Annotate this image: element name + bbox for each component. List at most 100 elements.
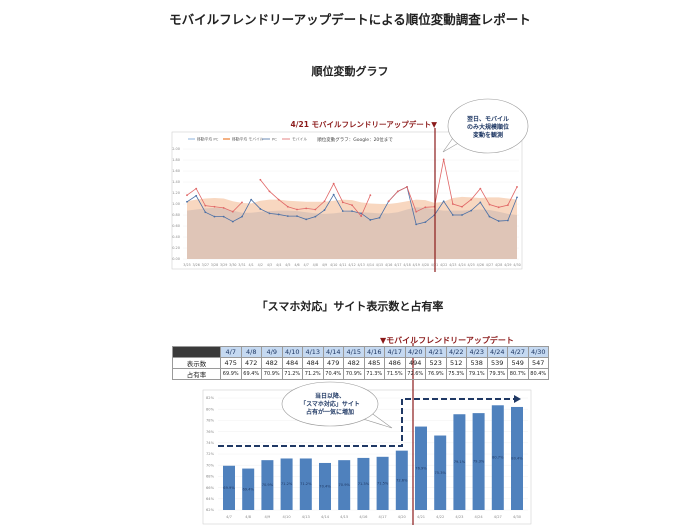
table-cell: 80.4% bbox=[527, 368, 549, 380]
x-tick-label: 4/25 bbox=[467, 263, 474, 267]
y-tick-label: 0.60 bbox=[172, 224, 180, 228]
x-tick-label: 3/29 bbox=[220, 263, 227, 267]
callout-tail-mask bbox=[455, 135, 465, 141]
point-pc bbox=[296, 215, 298, 218]
table-cell: 539 bbox=[486, 357, 508, 369]
point-pc bbox=[488, 215, 491, 218]
point-mobile bbox=[268, 190, 271, 193]
x-tick-label: 4/9 bbox=[265, 515, 271, 519]
table-header-date: 4/20 bbox=[404, 346, 426, 358]
table-cell: 70.9% bbox=[343, 368, 365, 380]
y-tick-label: 0.80 bbox=[172, 213, 180, 217]
y-tick-label: 1.80 bbox=[172, 158, 180, 162]
point-mobile bbox=[314, 208, 317, 211]
row-label: 表示数 bbox=[172, 357, 221, 369]
bar bbox=[261, 460, 274, 510]
x-tick-label: 4/13 bbox=[357, 263, 364, 267]
x-tick-label: 4/7 bbox=[226, 515, 232, 519]
x-tick-label: 4/24 bbox=[458, 263, 465, 267]
point-mobile bbox=[387, 200, 390, 203]
y-tick-label: 70% bbox=[206, 463, 215, 467]
y-tick-label: 72% bbox=[206, 452, 215, 456]
bar bbox=[472, 413, 485, 510]
table-cell: 71.2% bbox=[302, 368, 324, 380]
table-header-row: 4/7 4/8 4/9 4/10 4/13 4/14 4/15 4/16 4/17 4/20 4/2… bbox=[172, 346, 549, 358]
bar-data-label: 71.2% bbox=[281, 482, 293, 486]
table-header-date: 4/7 bbox=[220, 346, 242, 358]
x-tick-label: 4/21 bbox=[417, 515, 425, 519]
point-pc bbox=[424, 221, 427, 224]
table-cell: 70.9% bbox=[261, 368, 283, 380]
share-chart-bars: 69.9% 4/7 69.4% 4/8 70.9% 4/9 71.2% 4/10 71.2% 4/… bbox=[223, 405, 523, 519]
point-mobile bbox=[506, 204, 509, 207]
point-mobile bbox=[516, 186, 518, 188]
table-header-date: 4/10 bbox=[281, 346, 303, 358]
x-tick-label: 4/17 bbox=[379, 515, 387, 519]
share-callout: 当日以降、「スマホ対応」サイト占有が一気に増加 bbox=[281, 381, 393, 429]
point-mobile bbox=[204, 204, 207, 207]
point-mobile bbox=[332, 182, 335, 185]
table-header-date: 4/30 bbox=[527, 346, 549, 358]
point-pc bbox=[222, 215, 225, 218]
bar bbox=[223, 465, 235, 510]
point-pc bbox=[451, 214, 454, 216]
table-cell: 486 bbox=[384, 357, 406, 369]
section-title-smartphone-share: 「スマホ対応」サイト表示数と占有率 bbox=[256, 300, 444, 313]
x-tick-label: 4/28 bbox=[495, 263, 502, 267]
table-cell: 485 bbox=[363, 357, 385, 369]
x-tick-label: 4/14 bbox=[321, 515, 330, 519]
legend-label-mobile-avg: 移動平均 モバイル bbox=[232, 137, 264, 142]
bar-data-label: 71.2% bbox=[300, 482, 312, 486]
table-cell: 484 bbox=[281, 357, 303, 369]
trend-dashed-arrow bbox=[218, 398, 514, 447]
table-cell: 482 bbox=[261, 357, 283, 369]
callout-bubble bbox=[447, 98, 529, 154]
bar bbox=[338, 460, 351, 510]
table-cell: 71.5% bbox=[384, 368, 406, 380]
table-cell: 79.1% bbox=[466, 368, 488, 380]
point-mobile bbox=[305, 207, 308, 210]
x-tick-label: 4/17 bbox=[394, 263, 401, 267]
point-mobile bbox=[213, 205, 216, 208]
y-tick-label: 1.40 bbox=[172, 180, 180, 184]
point-pc bbox=[470, 209, 473, 212]
point-pc bbox=[186, 200, 188, 203]
point-mobile bbox=[277, 198, 280, 201]
table-cell: 484 bbox=[302, 357, 324, 369]
x-tick-label: 4/27 bbox=[494, 515, 502, 519]
table-cell: 76.9% bbox=[425, 368, 447, 380]
bar bbox=[453, 414, 466, 510]
bar bbox=[434, 435, 447, 510]
x-tick-label: 3/25 bbox=[183, 263, 190, 267]
x-tick-label: 3/31 bbox=[238, 263, 245, 267]
point-pc bbox=[259, 208, 262, 210]
x-tick-label: 4/16 bbox=[385, 263, 392, 267]
table-cell: 70.4% bbox=[322, 368, 344, 380]
point-pc bbox=[516, 196, 518, 199]
point-mobile bbox=[396, 190, 399, 193]
table-header-date: 4/14 bbox=[322, 346, 344, 358]
table-header-date: 4/9 bbox=[261, 346, 283, 358]
point-mobile bbox=[241, 201, 243, 204]
x-tick-label: 4/24 bbox=[475, 515, 484, 519]
point-pc bbox=[286, 215, 289, 218]
point-pc bbox=[479, 201, 482, 204]
y-tick-label: 1.60 bbox=[172, 169, 180, 173]
y-tick-label: 0.00 bbox=[172, 257, 180, 261]
x-tick-label: 4/30 bbox=[513, 515, 522, 519]
x-tick-label: 4/16 bbox=[359, 515, 368, 519]
rank-chart-legend: 移動平均 PC 移動平均 モバイル PC モバイル bbox=[188, 137, 307, 142]
x-tick-label: 4/29 bbox=[504, 263, 511, 267]
table-cell: 547 bbox=[527, 357, 549, 369]
table-cell: 69.9% bbox=[220, 368, 242, 380]
point-mobile bbox=[406, 186, 408, 188]
point-mobile bbox=[186, 194, 188, 197]
y-tick-label: 64% bbox=[206, 497, 215, 501]
y-tick-label: 1.00 bbox=[172, 202, 180, 206]
bar-data-label: 75.3% bbox=[434, 471, 446, 475]
y-tick-label: 66% bbox=[206, 486, 215, 490]
x-tick-label: 3/30 bbox=[229, 263, 236, 267]
legend-label-pc: PC bbox=[272, 137, 277, 142]
bar-data-label: 79.1% bbox=[454, 460, 466, 464]
